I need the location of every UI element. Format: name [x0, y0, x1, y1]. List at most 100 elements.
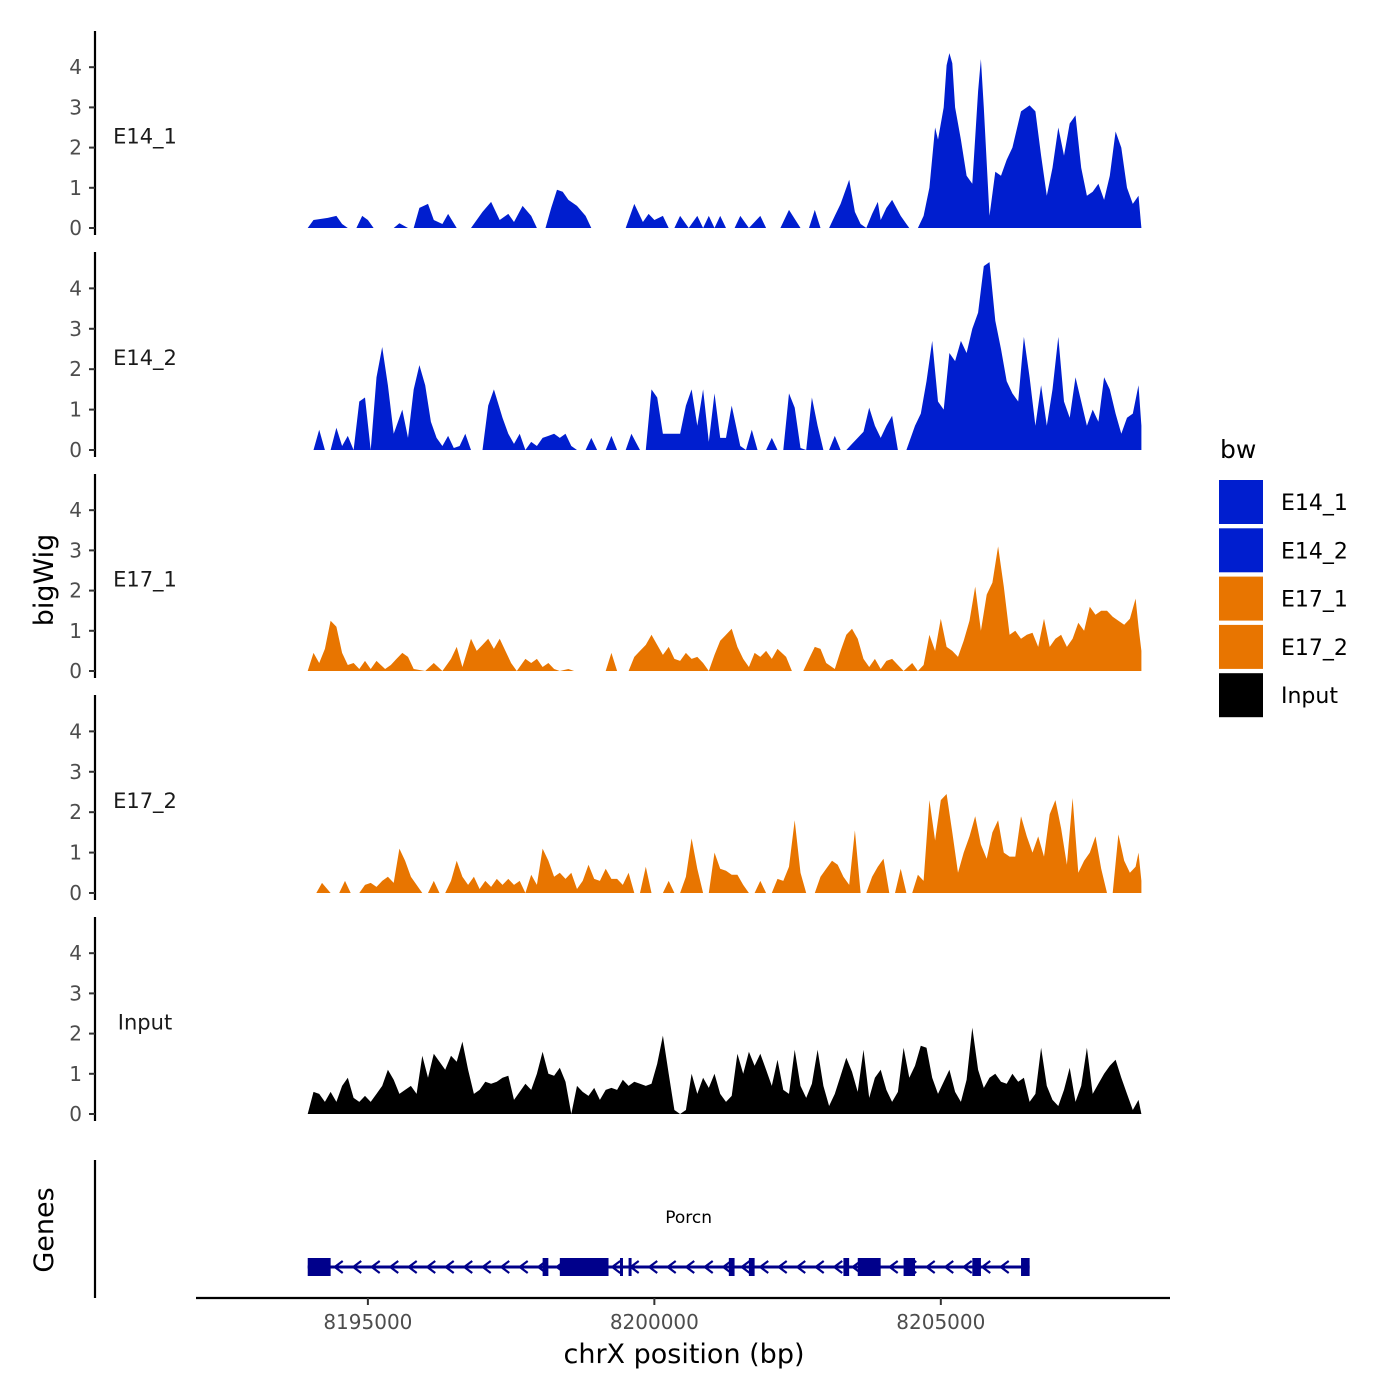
gene-exon: [903, 1258, 916, 1276]
y-tick-label: 2: [69, 579, 82, 603]
legend-swatch-E17_2: [1219, 624, 1263, 669]
strand-arrow: [665, 1260, 677, 1274]
legend-label-E17_1: E17_1: [1281, 588, 1348, 613]
gene-exon: [619, 1258, 623, 1276]
legend-swatch-Input: [1219, 673, 1263, 718]
strand-arrow: [388, 1260, 399, 1274]
x-axis-title: chrX position (bp): [563, 1339, 804, 1370]
y-tick-label: 3: [69, 981, 82, 1005]
y-tick-label: 0: [69, 659, 82, 683]
strand-arrow: [517, 1260, 529, 1274]
track-label-Input: Input: [118, 1011, 172, 1035]
y-tick-label: 0: [69, 881, 82, 905]
track-E17_2: 0 1 2 3 4 E17_2: [69, 695, 1142, 905]
gene-exon: [542, 1258, 549, 1276]
legend: bw E14_1 E14_2 E17_1 E17_2 Input: [1219, 435, 1348, 718]
y-tick-label: 3: [69, 95, 82, 119]
strand-arrow: [924, 1260, 936, 1274]
track-label-E17_2: E17_2: [113, 789, 177, 814]
strand-arrow: [369, 1260, 381, 1274]
track-E17_1: 0 1 2 3 4 E17_1: [69, 474, 1142, 683]
strand-arrow: [776, 1260, 788, 1274]
strand-arrow: [480, 1260, 492, 1274]
gene-exon: [843, 1258, 850, 1276]
x-tick-label: 8200000: [610, 1310, 699, 1334]
strand-arrow: [998, 1260, 1010, 1274]
area-Input: [307, 1027, 1142, 1114]
gene-exon: [628, 1258, 632, 1276]
strand-arrow: [961, 1260, 973, 1274]
y-tick-label: 3: [69, 760, 82, 784]
gene-exon: [972, 1258, 981, 1276]
y-tick-label: 0: [69, 438, 82, 462]
area-E17_1: [307, 546, 1142, 671]
y-tick-label: 1: [69, 398, 82, 422]
y-tick-label: 4: [69, 498, 82, 522]
y-axis-title: bigWig: [29, 534, 60, 627]
legend-swatch-E14_2: [1219, 528, 1263, 573]
area-E14_1: [307, 53, 1142, 228]
strand-arrow: [887, 1260, 899, 1274]
genes-axis-title: Genes: [29, 1187, 60, 1272]
x-axis: 8195000 8200000 8205000: [196, 1296, 1170, 1334]
strand-arrow: [462, 1260, 473, 1274]
strand-arrow: [702, 1260, 714, 1274]
legend-title: bw: [1220, 435, 1256, 464]
gene-exon: [728, 1258, 735, 1276]
strand-arrow: [795, 1260, 806, 1274]
strand-arrow: [813, 1260, 825, 1274]
y-tick-label: 1: [69, 176, 82, 200]
y-tick-label: 2: [69, 800, 82, 824]
legend-label-E17_2: E17_2: [1281, 636, 1348, 661]
track-label-E14_1: E14_1: [113, 125, 177, 150]
track-E14_1: 0 1 2 3 4 E14_1: [69, 31, 1142, 240]
strand-arrow: [499, 1260, 510, 1274]
strand-arrow: [739, 1260, 751, 1274]
gene-exon: [1021, 1258, 1030, 1276]
strand-arrow: [425, 1260, 436, 1274]
strand-arrow: [647, 1260, 658, 1274]
legend-swatch-E17_1: [1219, 576, 1263, 621]
track-label-E14_2: E14_2: [113, 346, 177, 371]
area-E17_2: [316, 794, 1142, 893]
gene-exon: [857, 1258, 881, 1276]
strand-arrow: [610, 1260, 621, 1274]
y-tick-label: 2: [69, 357, 82, 381]
y-tick-label: 0: [69, 216, 82, 240]
legend-label-E14_2: E14_2: [1281, 539, 1348, 564]
strand-arrow: [684, 1260, 695, 1274]
strand-arrow: [332, 1260, 344, 1274]
gene-exon: [748, 1258, 755, 1276]
strand-arrow: [758, 1260, 769, 1274]
y-tick-label: 4: [69, 941, 82, 965]
track-E14_2: 0 1 2 3 4 E14_2: [69, 252, 1142, 462]
strand-arrow: [721, 1260, 732, 1274]
strand-arrow: [443, 1260, 455, 1274]
area-E14_2: [313, 262, 1142, 450]
x-tick-label: 8195000: [323, 1310, 412, 1334]
y-tick-label: 1: [69, 619, 82, 643]
genes-track: Porcn: [93, 1160, 1030, 1298]
gene-exon: [307, 1258, 331, 1276]
gene-exon: [559, 1258, 609, 1276]
y-tick-label: 2: [69, 136, 82, 160]
y-tick-label: 3: [69, 317, 82, 341]
legend-label-E14_1: E14_1: [1281, 491, 1348, 516]
strand-arrow: [832, 1260, 843, 1274]
y-tick-label: 4: [69, 276, 82, 300]
y-tick-label: 1: [69, 841, 82, 865]
legend-swatch-E14_1: [1219, 480, 1263, 524]
legend-label-Input: Input: [1281, 684, 1338, 709]
x-tick-label: 8205000: [896, 1310, 985, 1334]
strand-arrow: [980, 1260, 991, 1274]
strand-arrow: [406, 1260, 418, 1274]
gene-label: Porcn: [665, 1208, 712, 1228]
track-label-E17_1: E17_1: [113, 568, 177, 593]
y-tick-label: 1: [69, 1062, 82, 1086]
y-tick-label: 4: [69, 719, 82, 743]
y-tick-label: 4: [69, 55, 82, 79]
track-Input: 0 1 2 3 4 Input: [69, 917, 1142, 1126]
strand-arrow: [351, 1260, 362, 1274]
y-tick-label: 2: [69, 1022, 82, 1046]
